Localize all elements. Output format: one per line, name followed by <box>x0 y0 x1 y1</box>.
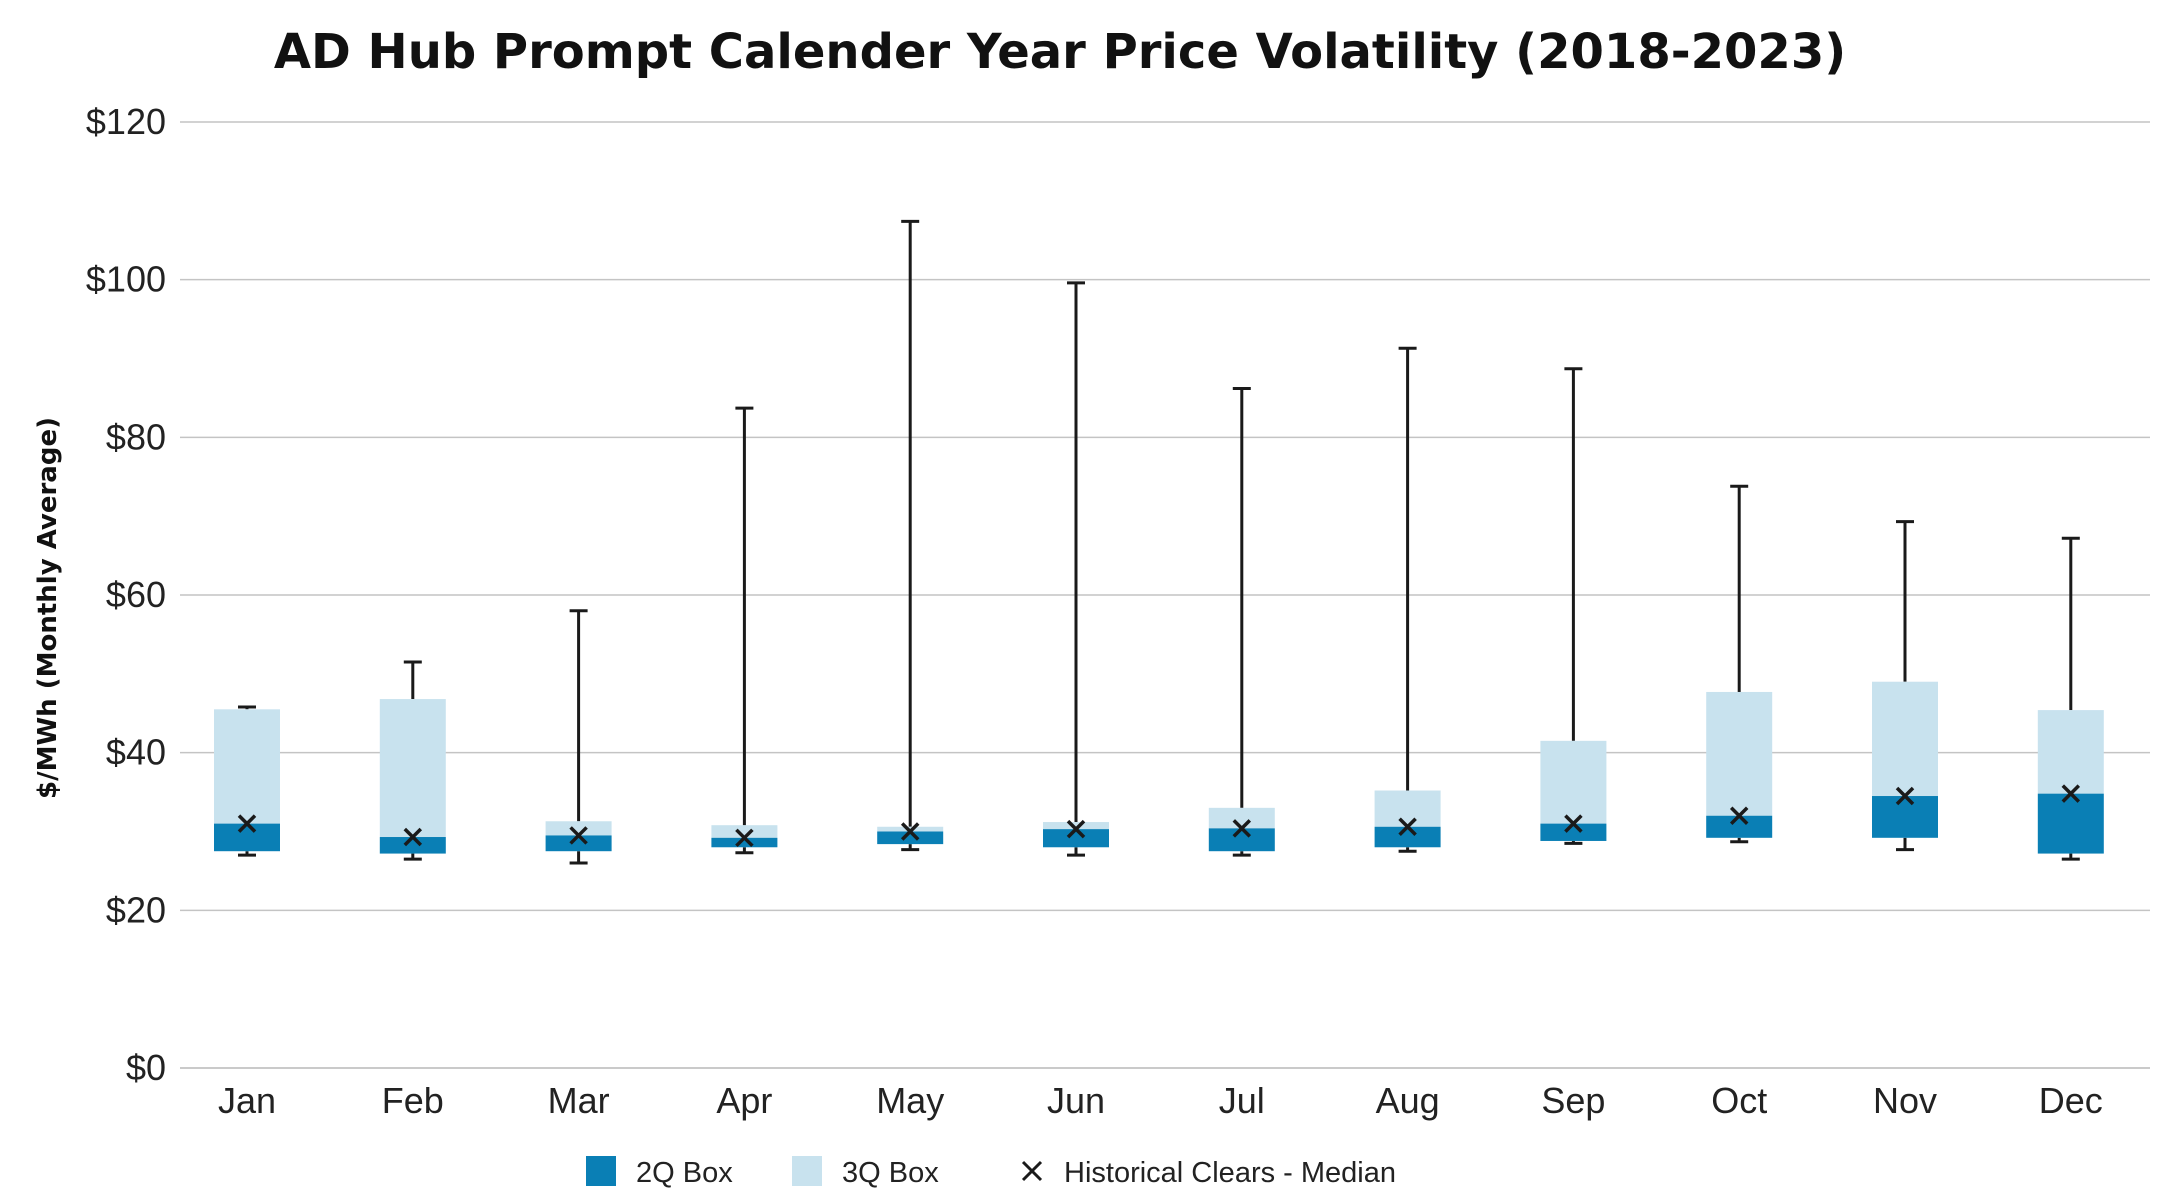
x-tick-label: Apr <box>716 1080 772 1121</box>
box-2q <box>379 837 446 854</box>
median-marker-stroke <box>1564 814 1583 833</box>
y-tick-label: $80 <box>106 416 166 457</box>
box-3q <box>711 825 778 838</box>
y-axis-ticks: $0 $20 $40 $60 $80 $100 $120 <box>86 101 166 1088</box>
legend-swatch-2q <box>586 1156 616 1186</box>
box-3q <box>1540 740 1607 824</box>
median-marker <box>1564 814 1583 833</box>
x-tick-label: Oct <box>1711 1080 1767 1121</box>
median-marker-stroke <box>1232 819 1252 838</box>
box-2q <box>545 835 612 852</box>
chart-title: AD Hub Prompt Calender Year Price Volati… <box>274 24 1846 80</box>
box-2q <box>1540 823 1607 841</box>
x-tick-label: May <box>876 1080 944 1121</box>
median-marker-stroke <box>2061 784 2081 803</box>
x-tick-label: Nov <box>1873 1080 1937 1121</box>
box-2q <box>711 837 778 848</box>
box-3q <box>379 699 446 838</box>
y-axis-label: $/MWh (Monthly Average) <box>33 417 63 799</box>
median-marker <box>569 826 588 845</box>
median-marker-stroke <box>1729 806 1749 825</box>
box-2q <box>214 823 280 852</box>
gridlines <box>180 121 2150 1069</box>
x-tick-label: Sep <box>1541 1080 1605 1121</box>
median-marker-stroke <box>1066 819 1086 839</box>
x-tick-label: Mar <box>548 1080 610 1121</box>
y-tick-label: $120 <box>86 101 166 142</box>
median-marker <box>237 814 257 833</box>
box-2q <box>1872 796 1938 838</box>
box-3q <box>1374 790 1441 827</box>
legend-label-median: Historical Clears - Median <box>1064 1157 1396 1189</box>
median-marker <box>1895 786 1915 806</box>
median-marker <box>1398 817 1417 837</box>
x-tick-label: Jun <box>1047 1080 1105 1121</box>
box-3q <box>2037 710 2104 794</box>
median-marker <box>1729 806 1749 825</box>
x-tick-label: Jul <box>1219 1080 1265 1121</box>
y-tick-label: $0 <box>126 1047 166 1088</box>
legend-marker-median <box>1021 1160 1043 1182</box>
box-2q <box>2037 793 2104 854</box>
median-marker <box>900 822 920 841</box>
x-axis-ticks: Jan Feb Mar Apr May Jun Jul Aug Sep Oct Nov Dec <box>218 1080 2103 1121</box>
median-marker <box>735 828 754 848</box>
median-marker-stroke <box>735 828 754 848</box>
legend: 2Q Box 3Q Box Historical Clears - Median <box>586 1156 1396 1189</box>
box-2q <box>1043 829 1109 848</box>
box-2q <box>1706 815 1773 838</box>
box-2q <box>1208 828 1275 852</box>
box-3q <box>1706 691 1773 816</box>
y-tick-label: $20 <box>106 889 166 930</box>
median-marker-stroke <box>1895 786 1915 806</box>
y-tick-label: $100 <box>86 259 166 300</box>
box-2q <box>877 831 944 845</box>
legend-swatch-3q <box>792 1156 822 1186</box>
median-marker <box>1232 819 1252 838</box>
y-tick-label: $40 <box>106 732 166 773</box>
x-tick-label: Feb <box>382 1080 444 1121</box>
median-marker <box>403 827 423 847</box>
median-marker <box>1066 819 1086 839</box>
box-3q <box>1872 681 1938 797</box>
box-3q <box>1043 822 1109 830</box>
median-marker-stroke <box>569 826 588 845</box>
box-series <box>214 219 2104 865</box>
legend-label-3q: 3Q Box <box>842 1157 939 1189</box>
x-tick-label: Dec <box>2039 1080 2103 1121</box>
legend-label-2q: 2Q Box <box>636 1157 733 1189</box>
median-marker-stroke <box>403 827 423 847</box>
box-2q <box>1374 826 1441 848</box>
y-tick-label: $60 <box>106 574 166 615</box>
median-marker-stroke <box>1398 817 1417 837</box>
x-tick-label: Aug <box>1376 1080 1440 1121</box>
box-3q <box>214 709 280 824</box>
median-marker-stroke <box>237 814 257 833</box>
x-tick-label: Jan <box>218 1080 276 1121</box>
box-3q <box>1208 807 1275 829</box>
median-marker-stroke <box>900 822 920 841</box>
median-marker <box>2061 784 2081 803</box>
box-3q <box>545 821 612 836</box>
